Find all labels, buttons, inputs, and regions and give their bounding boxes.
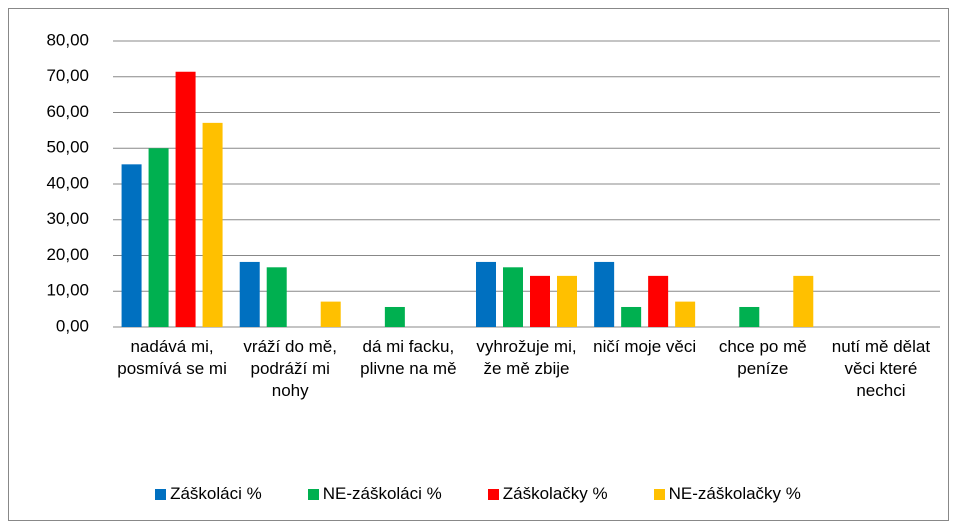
legend: Záškoláci % NE-záškoláci % Záškolačky % NE-… [0,484,956,504]
bar [476,261,496,327]
x-tick-label: nutí mě dělat věci které nechci [831,337,931,400]
legend-item: NE-záškoláci % [307,484,442,504]
y-tick-label: 80,00 [46,30,89,49]
bar [202,122,223,328]
bar [557,275,577,327]
y-tick-label: 0,00 [56,316,89,335]
bar [793,275,814,327]
bar [621,306,642,327]
bar [175,71,196,328]
bar [739,306,760,327]
chart-border [8,8,949,521]
y-tick-label: 50,00 [46,138,89,157]
y-tick-label: 30,00 [46,209,89,228]
legend-swatch [155,488,167,500]
y-tick-label: 70,00 [46,66,89,85]
bar [648,275,669,327]
legend-swatch [307,488,319,500]
legend-label: NE-záškoláci % [322,484,442,503]
legend-swatch [653,488,665,500]
y-tick-label: 40,00 [46,173,89,192]
bar [266,267,287,327]
x-tick-label: dá mi facku, plivne na mě [360,337,457,378]
x-tick-label: nadává mi, posmívá se mi [117,337,227,378]
y-tick-label: 10,00 [46,281,89,300]
legend-item: Záškoláci % [155,484,262,504]
bar [503,267,523,327]
bar [594,261,615,327]
bar [675,301,696,327]
x-tick-label: chce po mě peníze [718,337,807,378]
bar [148,148,169,327]
bar [320,301,341,327]
legend-item: Záškolačky % [487,484,608,504]
bar [384,306,405,327]
bar [239,261,260,327]
legend-label: Záškolačky % [502,484,608,503]
legend-label: Záškoláci % [170,484,262,503]
legend-item: NE-záškolačky % [653,484,801,504]
bar [121,164,142,327]
legend-label: NE-záškolačky % [668,484,801,503]
x-tick-label: vyhrožuje mi, že mě zbije [476,337,577,378]
legend-swatch [487,488,499,500]
x-tick-label: vráží do mě, podráží mi nohy [243,337,337,400]
x-tick-label: ničí moje věci [593,337,697,356]
y-tick-label: 20,00 [46,245,89,264]
bar [530,275,550,327]
y-tick-label: 60,00 [46,102,89,121]
